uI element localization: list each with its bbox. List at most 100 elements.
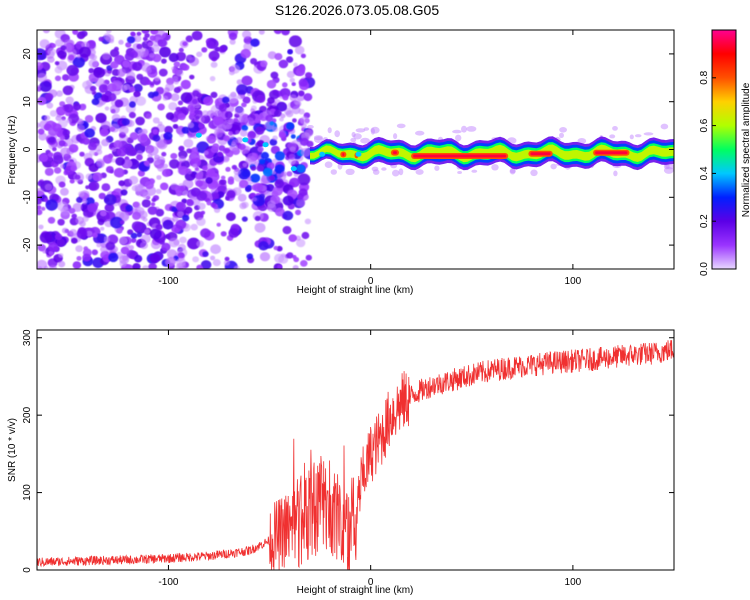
spectrogram-cell xyxy=(128,245,134,250)
spectrogram-cell xyxy=(37,96,47,106)
spectrogram-cell xyxy=(398,168,404,176)
spectrogram-cell xyxy=(136,73,144,81)
spectrogram-cell xyxy=(99,128,109,137)
spectrogram-cell xyxy=(152,117,160,124)
spectrogram-cell xyxy=(190,152,198,159)
spectrogram-cell xyxy=(71,213,77,219)
spectrogram-cell xyxy=(57,218,65,226)
spectrogram-cell xyxy=(235,130,240,135)
spectrogram-cell xyxy=(58,260,66,268)
spectrogram-cell xyxy=(286,171,293,177)
colorbar-label: Normalized spectral amplitude xyxy=(741,82,750,217)
spectrogram-cell xyxy=(51,43,57,48)
spectrogram-cell xyxy=(282,210,294,221)
spectrogram-cell xyxy=(162,163,168,169)
spectrogram-cell xyxy=(128,86,136,93)
spectrogram-cell xyxy=(136,150,143,157)
spectrogram-cell xyxy=(634,134,642,138)
spectrogram-cell xyxy=(119,211,130,221)
spectrogram-cell xyxy=(274,207,285,217)
spectrogram-cell xyxy=(241,216,248,222)
spectrogram-cell xyxy=(281,30,290,36)
spectrogram-cell xyxy=(159,239,165,245)
spectrogram-cell xyxy=(84,128,95,138)
spectrogram-cell xyxy=(104,106,110,111)
spectrogram-cell xyxy=(296,238,306,248)
spectrogram-cell xyxy=(206,135,217,144)
spectrogram-cell xyxy=(255,126,265,135)
snr-panel: -100 0 100 0 100 200 300 Height of straight l… xyxy=(7,329,675,596)
spectrogram-cell xyxy=(248,131,256,138)
spectrogram-cell xyxy=(296,164,306,173)
spectrogram-cell xyxy=(203,150,209,156)
spectrogram-cell xyxy=(79,151,85,157)
spectrogram-cell xyxy=(286,252,294,259)
spectrogram-cell xyxy=(237,193,247,202)
spectrogram-cell xyxy=(172,75,179,81)
y-tick-label: 200 xyxy=(22,406,33,423)
spectrogram-cell xyxy=(296,198,306,207)
spectrogram-cell xyxy=(49,264,57,269)
spectrogram-cell xyxy=(209,76,216,82)
y-tick-label: 100 xyxy=(22,484,33,501)
spectrogram-cell xyxy=(226,190,236,199)
spectrogram-cell xyxy=(612,125,618,131)
spectrogram-cell xyxy=(660,123,669,130)
spectrogram-cell xyxy=(91,98,100,106)
spectrogram-cell xyxy=(392,169,400,177)
spectrogram-cell xyxy=(89,85,97,92)
spectrogram-cell xyxy=(225,166,231,172)
spectrogram-cell xyxy=(298,78,308,87)
spectrogram-cell xyxy=(105,241,116,251)
spectrogram-cell xyxy=(267,51,277,60)
spectrogram-cell xyxy=(125,146,136,156)
spectrogram-cell xyxy=(239,202,247,210)
spectrogram-cell xyxy=(241,102,247,108)
y-tick-label: 10 xyxy=(22,96,33,108)
spectrogram-cell xyxy=(53,154,64,165)
spectrogram-cell xyxy=(69,179,75,184)
spectrogram-cell xyxy=(223,260,230,266)
snr-marks xyxy=(37,340,674,570)
snr-series-line xyxy=(37,340,674,570)
spectrogram-cell xyxy=(73,103,81,111)
spectrogram-cell xyxy=(92,172,103,182)
spectrogram-cell xyxy=(82,253,92,262)
spectrogram-cell xyxy=(274,253,285,263)
spectrogram-cell xyxy=(140,234,151,244)
spectrogram-cell xyxy=(76,229,88,239)
spectrogram-cell xyxy=(136,232,143,238)
x-tick-label: -100 xyxy=(158,276,178,287)
spectrogram-cell xyxy=(234,106,245,116)
signal-band-blob xyxy=(290,166,297,172)
spectrogram-cell xyxy=(88,181,100,191)
y-tick-label: 300 xyxy=(22,329,33,346)
spectrogram-cell xyxy=(81,198,88,205)
spectrogram-cell xyxy=(47,216,56,224)
spectrogram-cell xyxy=(179,236,187,244)
colorbar-tick-label: 0.6 xyxy=(699,118,710,132)
spectrogram-cell xyxy=(298,90,305,97)
spectrogram-cell xyxy=(80,30,88,37)
spectrogram-cell xyxy=(370,128,375,135)
spectrogram-cell xyxy=(39,231,53,244)
spectrogram-cell xyxy=(126,36,136,44)
spectrogram-cell xyxy=(114,99,124,108)
spectrogram-cell xyxy=(76,54,82,59)
spectrogram-cell xyxy=(293,62,298,67)
spectrogram-cell xyxy=(113,140,123,149)
spectrogram-cell xyxy=(250,38,260,47)
spectrogram-cell xyxy=(213,129,223,138)
spectrogram-cell xyxy=(145,113,152,120)
spectrogram-cell xyxy=(285,110,294,118)
signal-band-peak-segment xyxy=(392,151,397,155)
spectrogram-cell xyxy=(208,50,220,61)
spectrogram-cell xyxy=(99,210,107,217)
spectrogram-cell xyxy=(37,122,41,129)
spectrogram-cell xyxy=(102,236,110,243)
spectrogram-cell xyxy=(286,122,295,130)
spectrogram-cell xyxy=(173,61,181,68)
spectrogram-cell xyxy=(179,186,185,191)
spectrogram-cell xyxy=(183,138,194,148)
